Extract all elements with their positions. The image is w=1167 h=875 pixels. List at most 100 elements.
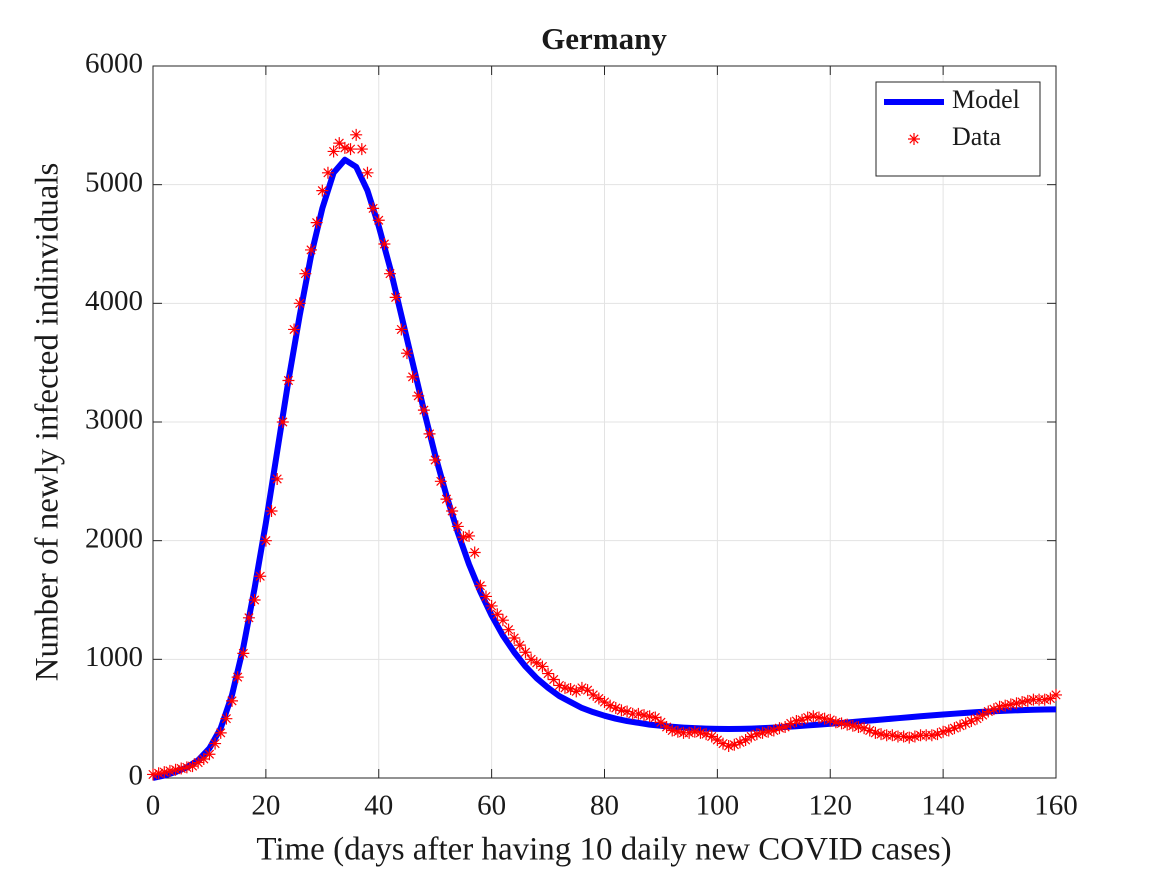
x-tick-label: 20 bbox=[251, 790, 280, 822]
data-point bbox=[496, 614, 509, 627]
data-point bbox=[598, 696, 611, 709]
data-point bbox=[942, 724, 955, 737]
data-point bbox=[987, 703, 1000, 716]
x-tick-label: 0 bbox=[146, 790, 161, 822]
data-point bbox=[163, 764, 176, 777]
data-point bbox=[705, 730, 718, 743]
data-point bbox=[254, 570, 267, 583]
data-point bbox=[863, 724, 876, 737]
data-point bbox=[175, 762, 188, 775]
data-point bbox=[282, 374, 295, 387]
data-point bbox=[875, 728, 888, 741]
legend-box bbox=[875, 81, 1041, 177]
data-point bbox=[180, 761, 193, 774]
model-line bbox=[152, 156, 1057, 781]
data-point bbox=[316, 184, 329, 197]
data-point bbox=[728, 738, 741, 751]
data-point bbox=[558, 681, 571, 694]
y-tick-label: 6000 bbox=[85, 48, 143, 80]
data-point bbox=[423, 427, 436, 440]
data-point bbox=[451, 520, 464, 533]
data-point bbox=[954, 719, 967, 732]
data-point bbox=[609, 701, 622, 714]
x-axis-label: Time (days after having 10 daily new COV… bbox=[256, 832, 951, 868]
x-tick-label: 160 bbox=[1034, 790, 1078, 822]
y-tick-label: 3000 bbox=[85, 404, 143, 436]
data-point bbox=[384, 267, 397, 280]
data-point bbox=[288, 323, 301, 336]
x-tick-label: 120 bbox=[809, 790, 853, 822]
data-point bbox=[903, 731, 916, 744]
data-point bbox=[350, 128, 363, 141]
data-point bbox=[226, 694, 239, 707]
data-point bbox=[694, 726, 707, 739]
data-point bbox=[948, 722, 961, 735]
data-point bbox=[841, 718, 854, 731]
data-point bbox=[796, 713, 809, 726]
data-point bbox=[711, 734, 724, 747]
data-point bbox=[502, 623, 515, 636]
data-point bbox=[1021, 694, 1034, 707]
x-tick-label: 100 bbox=[696, 790, 740, 822]
data-point bbox=[299, 267, 312, 280]
y-tick-label: 5000 bbox=[85, 166, 143, 198]
data-point bbox=[327, 145, 340, 158]
data-point bbox=[937, 725, 950, 738]
data-point bbox=[231, 671, 244, 684]
data-point bbox=[412, 389, 425, 402]
data-point bbox=[214, 726, 227, 739]
data-point bbox=[333, 137, 346, 150]
data-point bbox=[858, 722, 871, 735]
data-point bbox=[440, 493, 453, 506]
data-point bbox=[417, 404, 430, 417]
data-point bbox=[491, 608, 504, 621]
y-tick-label: 4000 bbox=[85, 285, 143, 317]
data-point bbox=[513, 639, 526, 652]
data-point bbox=[209, 737, 222, 750]
data-point bbox=[654, 716, 667, 729]
data-point bbox=[638, 709, 651, 722]
y-tick-label: 2000 bbox=[85, 522, 143, 554]
data-point bbox=[542, 667, 555, 680]
data-point bbox=[1016, 696, 1029, 709]
data-point bbox=[970, 712, 983, 725]
data-point bbox=[1010, 697, 1023, 710]
data-point bbox=[683, 726, 696, 739]
data-point bbox=[474, 579, 487, 592]
data-point bbox=[621, 705, 634, 718]
data-point bbox=[564, 683, 577, 695]
data-point bbox=[812, 711, 825, 724]
data-point bbox=[446, 505, 459, 517]
data-point bbox=[604, 699, 617, 712]
data-point bbox=[1050, 688, 1062, 701]
data-point bbox=[310, 216, 323, 229]
data-point bbox=[485, 599, 498, 612]
data-point bbox=[259, 534, 272, 547]
data-point bbox=[784, 717, 797, 730]
data-point bbox=[429, 453, 442, 466]
data-point bbox=[750, 728, 763, 741]
data-point bbox=[344, 143, 357, 156]
legend-label: Model bbox=[952, 85, 1020, 114]
data-point bbox=[829, 716, 842, 729]
data-point bbox=[779, 720, 792, 733]
data-point bbox=[581, 684, 594, 697]
legend-swatch bbox=[908, 133, 920, 145]
data-point bbox=[271, 472, 284, 485]
data-point bbox=[807, 710, 820, 723]
data-point bbox=[965, 715, 978, 728]
data-point bbox=[530, 656, 543, 669]
data-point bbox=[632, 707, 645, 720]
data-point bbox=[925, 729, 938, 742]
x-tick-label: 40 bbox=[364, 790, 393, 822]
data-point bbox=[220, 712, 233, 725]
data-point bbox=[846, 719, 859, 732]
data-point bbox=[152, 767, 165, 780]
data-point bbox=[767, 724, 780, 737]
data-point bbox=[248, 594, 261, 606]
data-point bbox=[519, 646, 532, 659]
data-point bbox=[395, 323, 408, 336]
data-point bbox=[276, 416, 289, 428]
data-point bbox=[733, 736, 746, 749]
